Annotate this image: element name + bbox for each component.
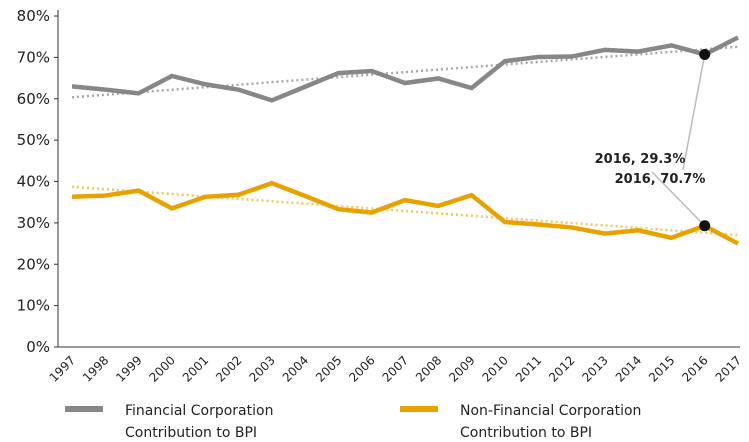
annotation: 2016, 29.3% [595,152,686,167]
legend-label: Non-Financial Corporation Contribution t… [460,403,642,441]
x-tick-label: 2005 [313,353,344,384]
y-tick-label: 50% [17,131,50,149]
x-tick-label: 1998 [80,353,111,384]
x-tick-label: 2013 [579,353,610,384]
y-tick-label: 30% [17,214,50,232]
y-tick-label: 70% [17,48,50,66]
legend-label: Financial Corporation Contribution to BP… [125,403,274,441]
legend-swatch [400,406,438,412]
x-tick-label: 2006 [346,353,377,384]
annotation-leader [682,54,706,171]
y-tick-label: 80% [17,7,50,25]
x-tick-label: 2001 [180,353,211,384]
annotation-dot [699,220,711,232]
series-line [71,180,740,246]
x-tick-label: 2003 [246,353,277,384]
x-tick-label: 2000 [147,353,178,384]
x-tick-label: 2009 [446,353,477,384]
x-tick-label: 2010 [480,353,511,384]
y-tick-label: 60% [17,90,50,108]
x-tick-label: 1999 [113,353,144,384]
trend-line [71,185,739,237]
x-tick-label: 2016 [679,353,710,384]
y-tick-label: 0% [26,338,50,356]
trend-line [71,45,739,99]
x-tick-label: 2007 [380,353,411,384]
series-line [71,35,740,103]
x-tick-label: 2014 [613,353,644,384]
y-tick-label: 20% [17,255,50,273]
x-tick-label: 2011 [513,353,544,384]
legend-swatch [65,406,103,412]
y-tick-label: 10% [17,297,50,315]
y-tick-label: 40% [17,173,50,191]
x-tick-label: 2015 [646,353,677,384]
x-tick-label: 2002 [213,353,244,384]
x-tick-label: 1997 [47,353,78,384]
annotation-dot [699,48,711,60]
x-tick-label: 2004 [280,353,311,384]
annotation-leader [651,171,706,227]
x-tick-label: 2012 [546,353,577,384]
x-tick-label: 2017 [713,353,744,384]
x-tick-label: 2008 [413,353,444,384]
